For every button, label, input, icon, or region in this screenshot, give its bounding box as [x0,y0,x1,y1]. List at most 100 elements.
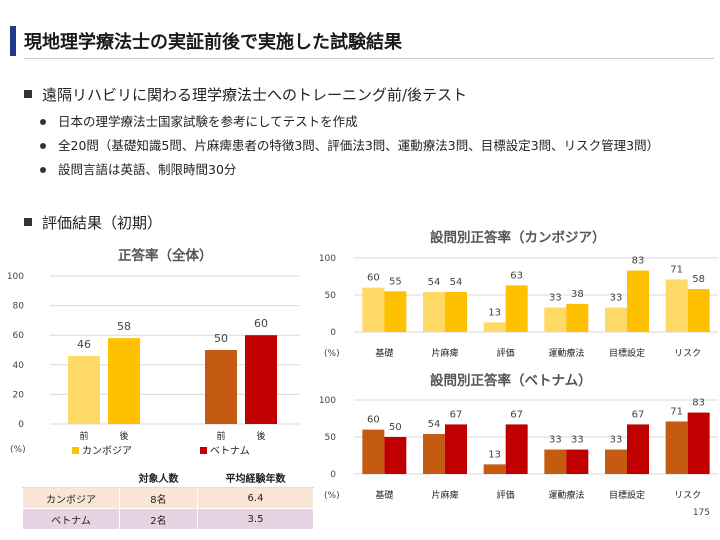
data-label: 50 [214,332,228,345]
bar [205,350,237,424]
square-bullet-icon [24,90,32,98]
page-title: 現地理学療法士の実証前後で実施した試験結果 [24,32,402,53]
bar [505,424,528,474]
data-label: 63 [510,270,523,281]
table-cell: ベトナム [22,508,120,530]
table-row: カンボジア 8名 6.4 [22,487,315,509]
sub-bullet: 設問言語は英語、制限時間30分 [22,159,712,181]
bar [627,424,649,474]
x-tick-label: 目標設定 [609,489,645,501]
bar [627,270,649,332]
x-tick-label: 前 [79,430,88,442]
bar [566,303,589,332]
bar [544,449,567,474]
data-label: 83 [632,256,645,267]
y-tick-label: 20 [13,390,25,400]
table-header-cell: 対象人数 [119,466,198,488]
sub-bullet-text: 全20問（基礎知識5問、片麻痺患者の特徴3問、評価法3問、運動療法3問、目標設定… [58,138,660,153]
y-unit-label: (%) [10,445,26,455]
bar [483,322,506,332]
bar [423,292,445,332]
legend-swatch [200,447,207,454]
bar [445,292,467,332]
data-label: 55 [389,276,402,287]
table-cell: 8名 [119,487,198,509]
bar [245,335,277,424]
data-label: 54 [450,277,463,288]
table-header-row: 対象人数 平均経験年数 [22,466,315,488]
y-tick-label: 50 [325,433,337,443]
sub-bullet: 全20問（基礎知識5問、片麻痺患者の特徴3問、評価法3問、運動療法3問、目標設定… [22,135,712,157]
sub-bullet-text: 日本の理学療法士国家試験を参考にしてテストを作成 [58,114,358,129]
bar [605,449,627,474]
chart-cambodia: 0 50 100 (%) 60 55 基礎 54 54 片麻痺 13 63 評価 33 38 運動療法 33 83… [319,254,718,359]
bullet-main: 遠隔リハビリに関わる理学療法士へのトレーニング前/後テスト [22,84,712,105]
data-label: 60 [254,317,268,330]
bullet-results-text: 評価結果（初期） [42,214,163,232]
y-tick-label: 0 [18,420,24,430]
data-label: 58 [117,320,131,333]
y-tick-label: 0 [330,470,336,480]
data-label: 60 [367,415,380,426]
bar [483,464,506,474]
dot-bullet-icon [40,143,46,149]
dot-bullet-icon [40,167,46,173]
data-label: 71 [670,406,683,417]
table-cell: 2名 [119,508,198,530]
bar [384,437,407,474]
data-label: 54 [428,419,441,430]
x-tick-label: 基礎 [375,347,393,359]
x-tick-label: リスク [674,490,701,501]
x-tick-label: 片麻痺 [431,489,458,501]
bar [423,434,445,474]
bar [605,307,627,332]
table-cell: 3.5 [196,508,315,530]
data-label: 58 [692,274,705,285]
data-label: 33 [610,435,623,446]
table-cell: 6.4 [196,487,315,509]
bar [687,289,710,332]
data-label: 54 [428,277,441,288]
square-bullet-icon [24,218,32,226]
bar [687,412,710,474]
table-row: ベトナム 2名 3.5 [22,508,315,530]
sub-bullet-text: 設問言語は英語、制限時間30分 [58,162,237,177]
bullet-main-text: 遠隔リハビリに関わる理学療法士へのトレーニング前/後テスト [42,86,468,104]
legend-swatch [72,447,79,454]
y-tick-label: 80 [13,302,25,312]
chart-title-overall: 正答率（全体） [118,248,213,264]
bar [566,449,589,474]
data-label: 38 [571,289,584,300]
data-label: 13 [488,449,501,460]
x-tick-label: 基礎 [375,489,393,501]
x-tick-label: 後 [256,430,265,442]
x-tick-label: 目標設定 [609,347,645,359]
y-tick-label: 40 [13,361,25,371]
bar [544,307,567,332]
data-label: 67 [632,409,645,420]
y-tick-label: 50 [325,291,337,301]
bar [108,338,140,424]
x-tick-label: 評価 [497,347,515,359]
data-label: 46 [77,338,91,351]
table-cell: カンボジア [22,487,120,509]
bullet-list: 遠隔リハビリに関わる理学療法士へのトレーニング前/後テスト 日本の理学療法士国家… [22,84,712,232]
chart-title-cambodia: 設問別正答率（カンボジア） [430,230,606,246]
y-unit-label: (%) [324,349,340,359]
bar [665,421,688,474]
title-accent-bar [10,26,16,56]
y-tick-label: 100 [319,396,336,406]
y-unit-label: (%) [324,491,340,501]
bar [505,285,528,332]
title-divider [24,58,714,59]
dot-bullet-icon [40,119,46,125]
bar [68,355,100,424]
chart-vietnam: 0 50 100 (%) 60 50 基礎 54 67 片麻痺 13 67 評価 33 33 運動療法 33 67… [319,396,718,501]
participants-table: 対象人数 平均経験年数 カンボジア 8名 6.4 ベトナム 2名 3.5 [22,466,315,530]
sub-bullet: 日本の理学療法士国家試験を参考にしてテストを作成 [22,111,712,133]
x-tick-label: 運動療法 [548,347,584,359]
x-tick-label: 前 [216,430,225,442]
x-tick-label: 後 [119,430,128,442]
data-label: 33 [549,293,562,304]
